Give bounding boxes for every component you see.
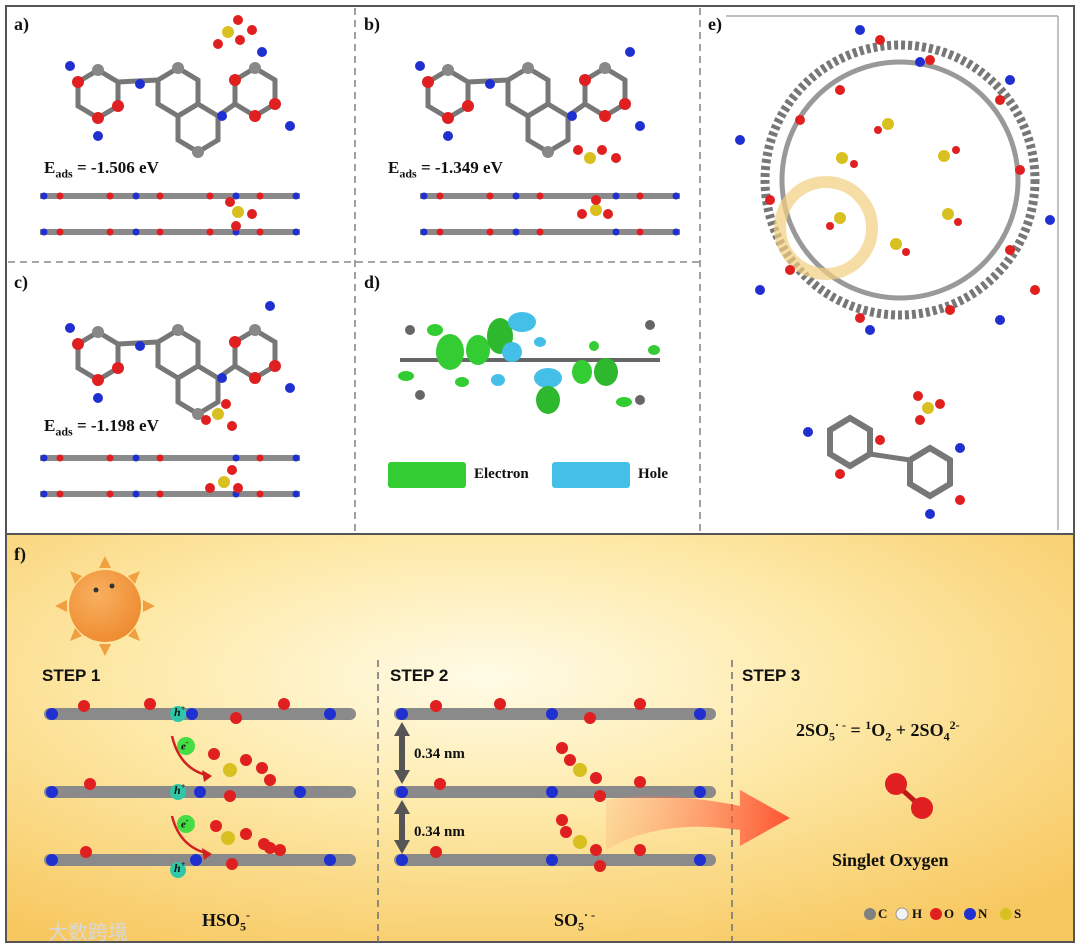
electron-marker-1	[177, 737, 195, 755]
singlet-oxygen-molecule	[885, 773, 933, 819]
panel-a-adsorption-energy: Eads = -1.506 eV	[44, 158, 159, 181]
atom-legend-o: O	[944, 906, 955, 921]
electron-label-2: e-	[181, 816, 189, 831]
panel-c-label: c)	[14, 272, 28, 292]
panel-d-label: d)	[364, 272, 381, 292]
interlayer-distance-1: 0.34 nm	[414, 746, 465, 762]
hole-label-1: h+	[174, 704, 186, 719]
hole-legend-label: Hole	[638, 466, 668, 482]
electron-legend-label: Electron	[474, 466, 529, 482]
atom-legend-h: H	[912, 906, 923, 921]
electron-marker-2	[177, 815, 195, 833]
panel-f-label: f)	[14, 544, 26, 564]
singlet-oxygen-reaction: 2SO5· - = 1O2 + 2SO42-	[796, 718, 960, 744]
panel-e-label: e)	[708, 14, 722, 34]
step-3-label: STEP 3	[742, 666, 801, 685]
hole-legend-swatch	[552, 462, 630, 488]
electron-legend-swatch	[388, 462, 466, 488]
interlayer-distance-2: 0.34 nm	[414, 824, 465, 840]
atom-legend-s: S	[1014, 906, 1022, 921]
panel-b-label: b)	[364, 14, 381, 34]
singlet-oxygen-label: Singlet Oxygen	[832, 850, 949, 870]
hole-marker-1	[170, 706, 186, 722]
hole-marker-2	[170, 784, 186, 800]
panel-a-label: a)	[14, 14, 29, 34]
sun-icon	[55, 556, 155, 656]
hso5-label: HSO5-	[202, 908, 251, 934]
hole-label-3: h+	[174, 860, 186, 875]
panel-b-adsorption-energy: Eads = -1.349 eV	[388, 158, 503, 181]
hole-marker-3	[170, 862, 186, 878]
electron-label-1: e-	[181, 738, 189, 753]
hole-label-2: h+	[174, 782, 186, 797]
panel-c-adsorption-energy: Eads = -1.198 eV	[44, 416, 159, 439]
watermark: 大数跨境	[48, 920, 128, 944]
atom-color-legend-dots	[864, 907, 1012, 921]
step-2-label: STEP 2	[390, 666, 449, 685]
step-1-label: STEP 1	[42, 666, 101, 685]
atom-legend-c: C	[878, 906, 888, 921]
reaction-arrow	[606, 790, 790, 850]
so5-radical-label: SO5· -	[554, 908, 596, 934]
atom-legend-n: N	[978, 906, 988, 921]
